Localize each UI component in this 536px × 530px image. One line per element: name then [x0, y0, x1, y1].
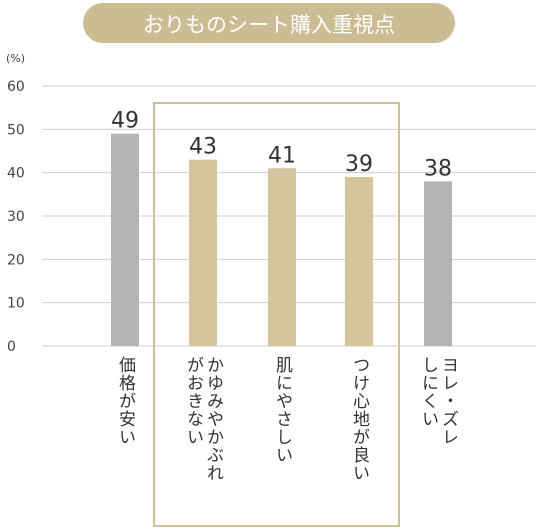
y-tick-label: 20	[7, 252, 25, 268]
bar	[424, 181, 452, 346]
bar	[345, 177, 373, 346]
category-label: ヨレ・ズレ	[438, 356, 458, 446]
bar	[111, 133, 139, 346]
y-tick-label: 50	[7, 122, 25, 138]
category-label: しにくい	[418, 356, 438, 428]
y-tick-label: 10	[7, 296, 25, 312]
category-label: 価格が安い	[115, 356, 136, 446]
title-pill	[83, 3, 455, 43]
bar-value-label: 41	[268, 143, 296, 168]
unit-label: (%)	[6, 52, 25, 65]
bar-value-label: 49	[111, 109, 139, 134]
bar-value-label: 38	[424, 156, 452, 181]
category-label: かゆみやかぶれ	[203, 356, 224, 482]
category-label: 肌にやさしい	[272, 356, 293, 464]
bar-value-label: 43	[189, 135, 217, 160]
bar	[268, 168, 296, 346]
y-tick-label: 40	[7, 166, 25, 182]
chart-title: おりものシート購入重視点	[143, 13, 395, 37]
highlight-frame	[153, 102, 400, 527]
y-tick-label: 30	[7, 209, 25, 225]
bar-value-label: 39	[345, 152, 373, 177]
y-tick-label: 0	[7, 339, 16, 355]
bar	[189, 159, 217, 346]
y-tick-label: 60	[7, 79, 25, 95]
category-label: がおきない	[183, 356, 203, 446]
category-label: つけ心地が良い	[349, 356, 370, 482]
